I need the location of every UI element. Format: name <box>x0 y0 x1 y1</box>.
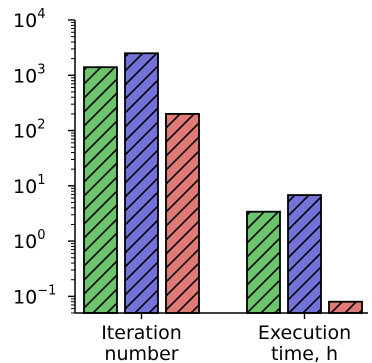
bars-group <box>83 52 363 314</box>
bar <box>83 66 118 314</box>
bar <box>287 194 322 314</box>
x-tick-label: time, h <box>271 343 338 363</box>
y-tick-label: 100 <box>13 228 45 253</box>
bar <box>124 52 159 314</box>
bar <box>328 300 363 314</box>
x-tick-label: number <box>104 343 178 363</box>
y-tick-label: 10−1 <box>13 283 56 308</box>
x-tick-label: Iteration <box>101 322 182 344</box>
x-tick-label: Execution <box>258 322 351 344</box>
axes-group <box>74 20 368 314</box>
y-axis-ticks: 104 103 102 101 100 10−1 <box>13 7 75 314</box>
y-tick-label: 103 <box>13 62 45 87</box>
y-tick-label: 101 <box>13 173 45 198</box>
y-tick-label: 104 <box>13 7 45 32</box>
bar <box>246 210 281 314</box>
bar <box>165 113 200 314</box>
y-tick-label: 102 <box>13 118 45 143</box>
